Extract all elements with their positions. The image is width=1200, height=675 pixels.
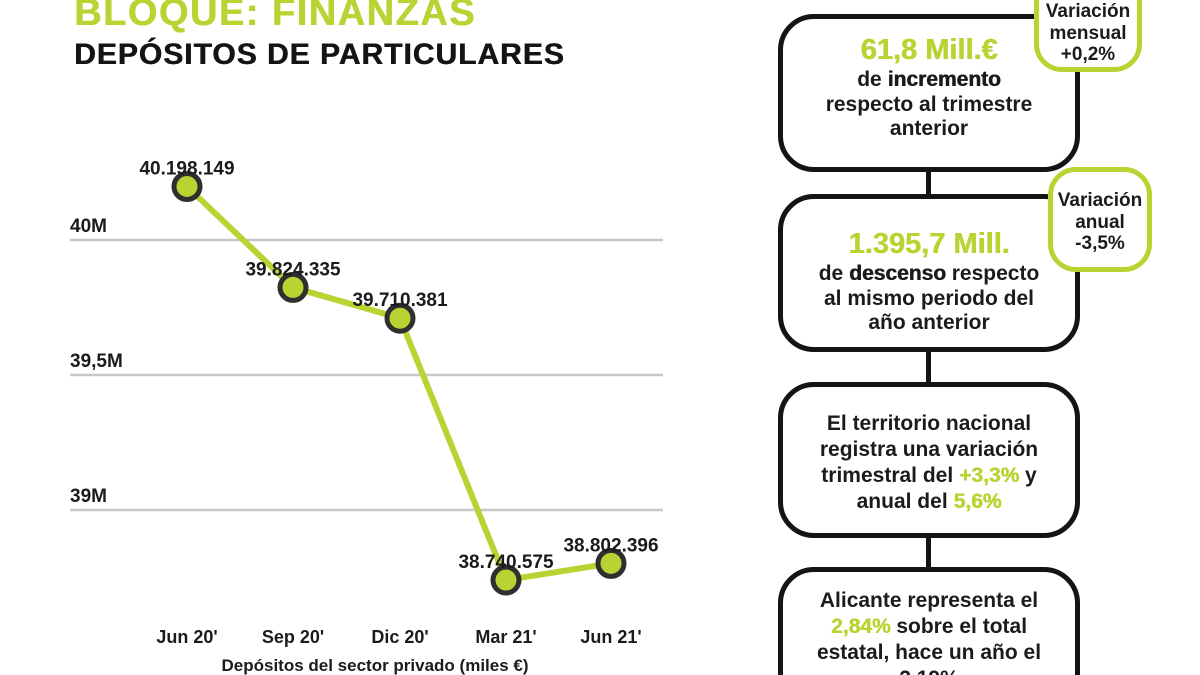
annual-decrease-amount: 1.395,7 Mill. xyxy=(848,228,1010,260)
connector-line xyxy=(926,168,931,200)
data-point-value-label: 38.740.575 xyxy=(458,552,554,573)
stat-box-national-comparison: El territorio nacional registra una vari… xyxy=(778,382,1080,538)
quarterly-increase-text: de incremento xyxy=(857,68,1001,91)
chart-caption: Depósitos del sector privado (miles €) xyxy=(221,656,528,675)
x-axis-tick-label: Jun 20' xyxy=(156,627,217,647)
page-title: DEPÓSITOS DE PARTICULARES xyxy=(74,38,565,71)
data-point-marker xyxy=(277,271,309,303)
data-point-value-label: 39.710.381 xyxy=(352,290,448,311)
stat-box-annual-decrease: 1.395,7 Mill. de descenso respecto al mi… xyxy=(778,194,1080,352)
data-point-value-label: 39.824.335 xyxy=(245,259,341,280)
data-point-marker xyxy=(595,547,627,579)
x-axis-tick-label: Sep 20' xyxy=(262,627,324,647)
monthly-variation-value: +0,2% xyxy=(1060,44,1116,65)
block-label: BLOQUE: FINANZAS xyxy=(74,0,476,34)
y-axis-label: 39,5M xyxy=(70,351,123,372)
connector-line xyxy=(926,534,931,571)
stat-box-quarterly-increase: 61,8 Mill.€ de incremento respecto al tr… xyxy=(778,14,1080,172)
annual-decrease-text: de descenso respecto xyxy=(818,262,1040,285)
data-point-value-label: 40.198.149 xyxy=(139,158,234,179)
y-axis-label: 39M xyxy=(70,486,107,507)
x-axis-tick-label: Dic 20' xyxy=(371,627,428,647)
badge-annual-variation: Variación anual -3,5% xyxy=(1048,167,1152,272)
connector-line xyxy=(926,348,931,386)
data-point-marker xyxy=(171,170,203,202)
national-quarterly-variation-value: +3,3% xyxy=(959,464,1020,487)
x-axis-tick-label: Jun 21' xyxy=(580,627,641,647)
x-axis-tick-label: Mar 21' xyxy=(475,627,536,647)
national-annual-variation-value: 5,6% xyxy=(953,490,1002,513)
chart-line xyxy=(184,183,614,584)
annual-variation-value: -3,5% xyxy=(1075,233,1125,254)
y-axis-label: 40M xyxy=(70,216,107,237)
deposits-line-chart: 40M 39,5M 39M 40.198.149 Jun 20' 39.824.335 Se… xyxy=(70,158,663,675)
badge-monthly-variation: Variación mensual +0,2% xyxy=(1034,0,1142,72)
quarterly-increase-amount: 61,8 Mill.€ xyxy=(860,34,998,66)
data-point-marker xyxy=(384,302,416,334)
data-point-value-label: 38.802.396 xyxy=(563,535,658,556)
data-point-marker xyxy=(490,564,522,596)
stat-box-alicante-share: Alicante representa el 2,84% sobre el to… xyxy=(778,567,1080,675)
alicante-share-value: 2,84% xyxy=(830,615,891,638)
